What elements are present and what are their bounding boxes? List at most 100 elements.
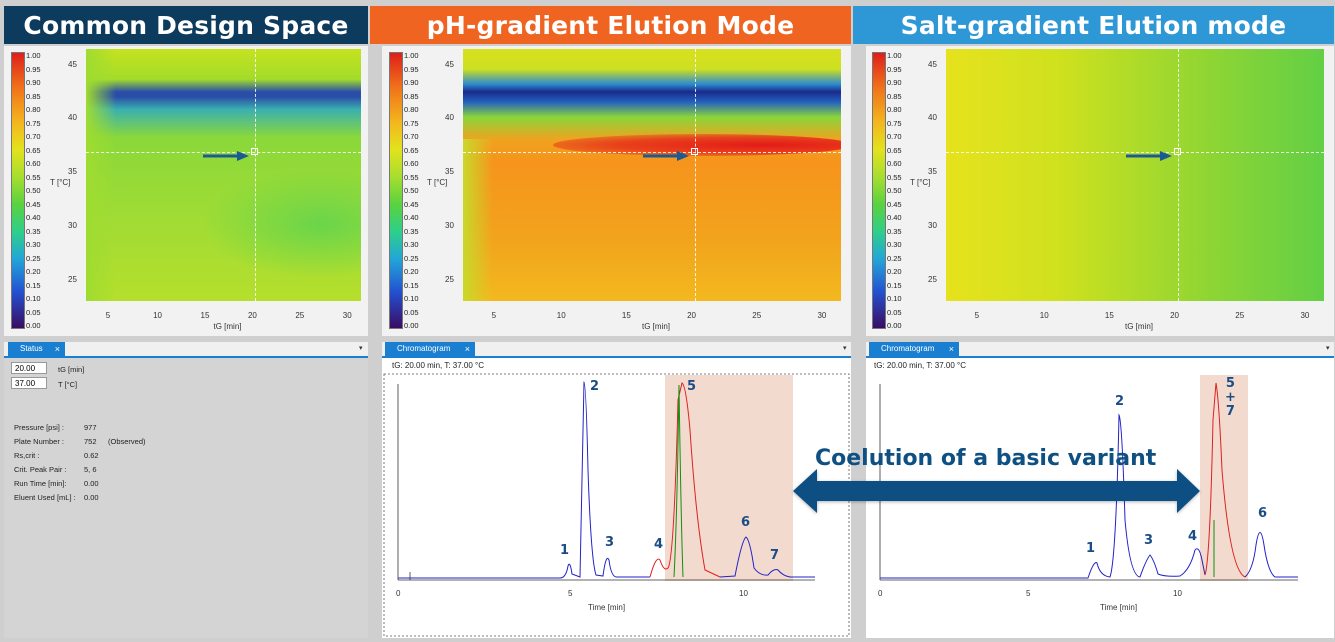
y-tick: 45 — [445, 60, 454, 69]
close-icon[interactable]: × — [464, 344, 470, 354]
banner-salt-gradient: Salt-gradient Elution mode — [853, 6, 1334, 44]
colorbar-label: 0.50 — [26, 186, 41, 195]
chromatogram-panel-salt — [866, 342, 1334, 638]
t-unit: T [°C] — [58, 380, 78, 389]
crosshair-marker[interactable] — [1174, 148, 1181, 155]
tab-chromatogram-salt[interactable]: Chromatogram × — [869, 342, 959, 356]
y-tick: 35 — [68, 167, 77, 176]
colorbar-label: 0.60 — [404, 159, 419, 168]
y-tick: 45 — [68, 60, 77, 69]
pointer-arrow-icon — [203, 148, 249, 161]
colorbar-label: 0.30 — [404, 240, 419, 249]
colorbar-label: 0.35 — [887, 226, 902, 236]
colorbar-label: 0.25 — [887, 253, 902, 263]
coelution-annotation: Coelution of a basic variant — [815, 446, 1157, 471]
peak-label-salt: 6 — [1258, 506, 1268, 521]
colorbar-salt — [872, 52, 886, 329]
colorbar-label: 0.60 — [26, 159, 41, 168]
close-icon[interactable]: × — [54, 344, 60, 354]
x-tick-salt-5: 5 — [1026, 589, 1031, 598]
tg-unit: tG [min] — [58, 365, 85, 374]
colorbar-label: 0.45 — [887, 199, 902, 209]
colorbar-label: 0.50 — [404, 186, 419, 195]
peak-label-ph: 7 — [770, 548, 780, 563]
colorbar-label: 0.00 — [404, 321, 419, 330]
y-tick: 35 — [445, 167, 454, 176]
status-value: 0.62 — [84, 451, 99, 460]
heatmap-plot-salt[interactable] — [946, 49, 1324, 301]
colorbar-label: 0.30 — [887, 240, 902, 249]
peak-label-ph: 4 — [654, 537, 664, 552]
t-input[interactable]: 37.00 — [11, 377, 47, 389]
x-tick-ph-0: 0 — [396, 589, 401, 598]
x-tick: 20 — [247, 311, 257, 320]
x-axis-label-ph: Time [min] — [588, 603, 626, 612]
colorbar-label: 0.70 — [26, 132, 41, 141]
y-tick: 25 — [445, 275, 454, 284]
y-axis-label: T [°C] — [910, 178, 931, 187]
status-label: Crit. Peak Pair : — [14, 465, 67, 474]
x-tick: 15 — [200, 311, 210, 320]
chevron-down-icon[interactable]: ▾ — [843, 345, 847, 352]
pointer-arrow-icon — [643, 148, 689, 161]
colorbar-label: 0.95 — [887, 64, 902, 74]
tg-input[interactable]: 20.00 — [11, 362, 47, 374]
colorbar-label: 0.90 — [404, 78, 419, 87]
peak-label-salt: 3 — [1144, 533, 1154, 548]
colorbar-label: 0.85 — [26, 91, 41, 101]
x-tick-ph-5: 5 — [568, 589, 573, 598]
colorbar-label: 0.50 — [887, 186, 902, 195]
peak-label-salt: 2 — [1115, 394, 1125, 409]
crosshair-vertical — [1178, 49, 1179, 301]
colorbar-label: 0.40 — [404, 213, 419, 222]
y-axis-label: T [°C] — [427, 178, 448, 187]
x-tick: 15 — [621, 311, 631, 320]
colorbar-label: 0.55 — [887, 172, 902, 182]
x-tick: 30 — [817, 311, 827, 320]
crosshair-marker[interactable] — [251, 148, 258, 155]
colorbar-label: 0.45 — [404, 199, 419, 209]
crosshair-marker[interactable] — [691, 148, 698, 155]
colorbar-label: 0.65 — [26, 145, 41, 155]
colorbar-label: 0.25 — [26, 253, 41, 263]
heatmap-plot-ph[interactable] — [463, 49, 841, 301]
banner-common-design-space: Common Design Space — [4, 6, 368, 44]
status-tabbar — [4, 342, 368, 358]
x-axis-label: tG [min] — [1125, 322, 1154, 331]
colorbar-label: 0.70 — [404, 132, 419, 141]
chevron-down-icon[interactable]: ▾ — [1326, 345, 1330, 352]
status-label: Pressure [psi] : — [14, 423, 65, 432]
colorbar-label: 0.30 — [26, 240, 41, 249]
tab-chromatogram-ph[interactable]: Chromatogram × — [385, 342, 475, 356]
peak-label-salt: 5 + 7 — [1225, 376, 1236, 419]
colorbar-label: 0.70 — [887, 132, 902, 141]
colorbar-label: 0.05 — [887, 307, 902, 317]
colorbar-label: 0.75 — [26, 118, 41, 128]
colorbar-label: 0.15 — [404, 280, 419, 290]
tab-status[interactable]: Status × — [8, 342, 65, 356]
chromatogram-tabbar-ph — [382, 342, 851, 358]
colorbar-label: 0.80 — [404, 105, 419, 114]
heatmap-plot-common[interactable] — [86, 49, 361, 301]
y-tick: 40 — [445, 113, 454, 122]
peak-label-ph: 3 — [605, 535, 615, 550]
colorbar-label: 1.00 — [887, 51, 902, 60]
peak-label-ph: 5 — [687, 379, 697, 394]
colorbar-label: 0.00 — [887, 321, 902, 330]
colorbar-label: 0.05 — [26, 307, 41, 317]
colorbar-label: 0.90 — [887, 78, 902, 87]
peak-label-salt: 1 — [1086, 541, 1096, 556]
y-tick: 45 — [928, 60, 937, 69]
chromatogram-header-ph: tG: 20.00 min, T: 37.00 °C — [392, 361, 484, 370]
crosshair-vertical — [695, 49, 696, 301]
chevron-down-icon[interactable]: ▾ — [359, 345, 363, 352]
colorbar-label: 0.20 — [26, 267, 41, 276]
tab-chromatogram-label: Chromatogram — [881, 344, 935, 353]
x-tick: 25 — [752, 311, 762, 320]
status-label: Run Time [min]: — [14, 479, 67, 488]
colorbar-label: 0.75 — [404, 118, 419, 128]
colorbar-label: 0.55 — [404, 172, 419, 182]
banner-ph-gradient: pH-gradient Elution Mode — [370, 6, 851, 44]
colorbar-label: 0.25 — [404, 253, 419, 263]
close-icon[interactable]: × — [948, 344, 954, 354]
